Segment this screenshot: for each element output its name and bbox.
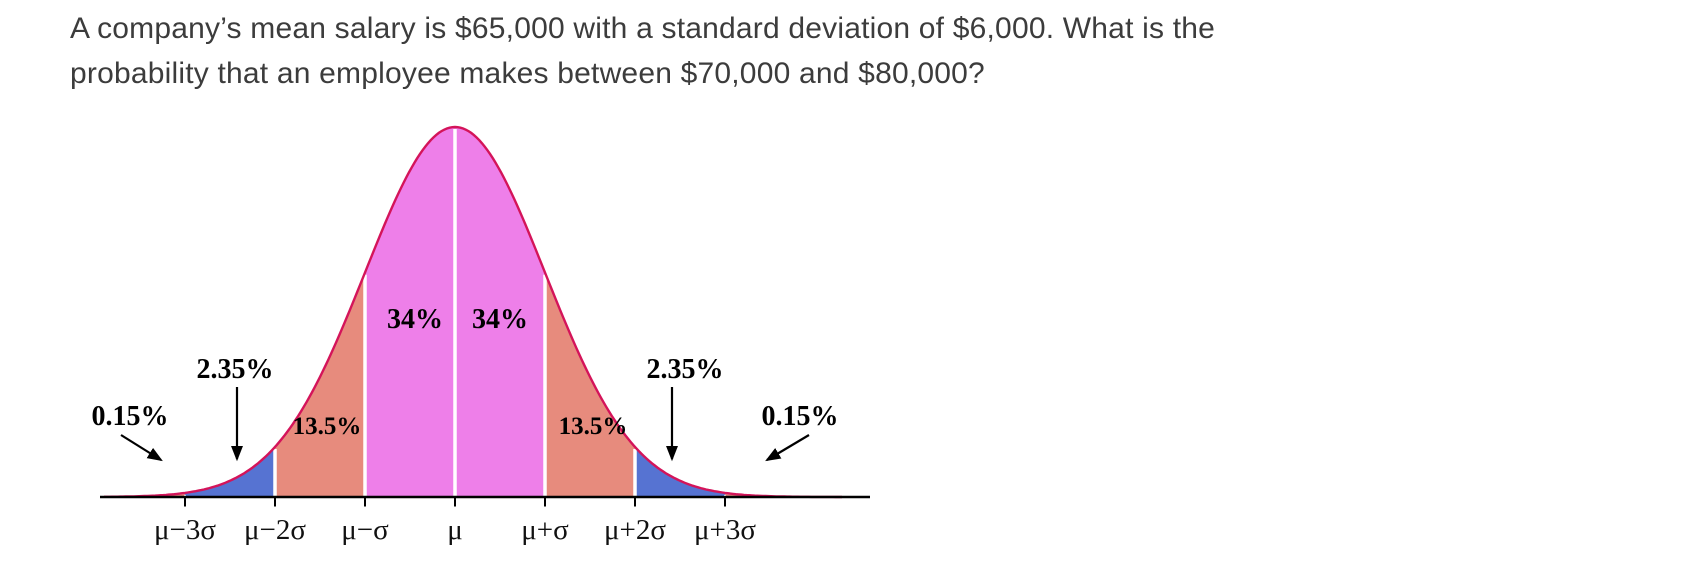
axis-label-mu-minus-3sigma: μ−3σ: [154, 514, 216, 546]
axis-label-mu-minus-2sigma: μ−2σ: [244, 514, 306, 546]
question-line-2: probability that an employee makes betwe…: [70, 57, 985, 90]
axis-label-mu-plus-2sigma: μ+2σ: [604, 514, 666, 546]
arrow-015-left: [120, 434, 163, 462]
distribution-regions: [104, 125, 842, 499]
percent-label-015-right: 0.15%: [762, 401, 839, 432]
axis-label-mu-plus-sigma: μ+σ: [521, 514, 569, 546]
normal-distribution-figure: 0.15% 2.35% 13.5% 34% 34% 13.5% 2.35% 0.…: [92, 125, 870, 546]
percent-label-34-right: 34%: [472, 304, 528, 335]
percent-label-34-left: 34%: [387, 304, 443, 335]
bell-curve-chart: 0.15% 2.35% 13.5% 34% 34% 13.5% 2.35% 0.…: [85, 115, 885, 560]
question-text: A company’s mean salary is $65,000 with …: [70, 6, 1215, 96]
arrow-015-right: [765, 434, 810, 462]
percent-label-235-right: 2.35%: [647, 354, 724, 385]
percent-label-235-left: 2.35%: [197, 354, 274, 385]
percent-label-135-right: 13.5%: [559, 413, 628, 440]
axis-ticks: [184, 497, 726, 507]
question-line-1: A company’s mean salary is $65,000 with …: [70, 12, 1216, 45]
axis-label-mu-minus-sigma: μ−σ: [341, 514, 389, 546]
percent-label-015-left: 0.15%: [92, 401, 169, 432]
percent-label-135-left: 13.5%: [293, 413, 362, 440]
axis-label-mu: μ: [447, 514, 463, 546]
axis-label-mu-plus-3sigma: μ+3σ: [694, 514, 756, 546]
